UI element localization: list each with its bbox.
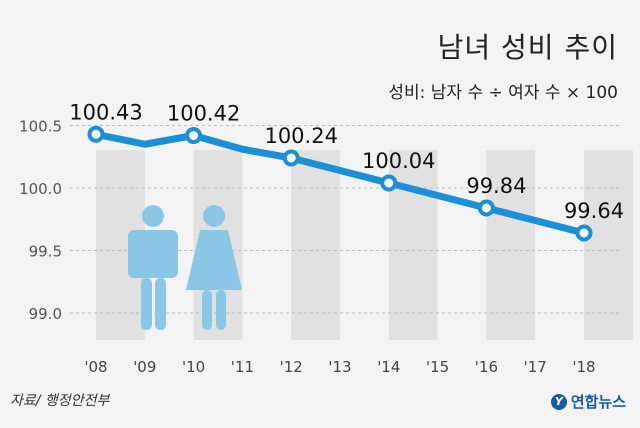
brand-logo-icon: Y (550, 393, 567, 410)
data-label: 99.64 (564, 199, 624, 223)
male-figure-icon (128, 205, 178, 330)
chart-title: 남녀 성비 추이 (437, 31, 618, 64)
data-point (87, 125, 105, 143)
data-point (477, 199, 495, 217)
female-figure-icon (186, 205, 242, 330)
x-tick-label: '08 (84, 358, 107, 376)
x-tick-label: '09 (133, 358, 156, 376)
data-label: 99.84 (466, 174, 526, 198)
data-label: 100.42 (167, 102, 240, 126)
x-tick-label: '10 (182, 358, 205, 376)
data-points (87, 125, 593, 242)
year-band-10 (584, 150, 633, 340)
brand-name: 연합뉴스 (570, 393, 626, 411)
x-tick-label: '18 (572, 358, 595, 376)
y-tick-label: 100.0 (19, 180, 62, 198)
x-tick-label: '11 (231, 358, 254, 376)
sex-ratio-series (92, 130, 588, 237)
year-band-4 (291, 150, 340, 340)
x-tick-label: '13 (328, 358, 351, 376)
x-axis-tick-labels: '08 '09 '10 '11 '12 '13 '14 '15 '16 '17 '18 (84, 358, 595, 376)
data-point (575, 224, 593, 242)
year-band-6 (388, 150, 438, 340)
data-label: 100.43 (69, 100, 142, 124)
x-tick-label: '16 (475, 358, 498, 376)
data-point (380, 174, 398, 192)
source-credit: 자료/ 행정안전부 (10, 393, 110, 409)
data-point (185, 127, 203, 144)
x-tick-label: '14 (377, 358, 400, 376)
data-point (282, 149, 300, 167)
y-axis-tick-labels: 100.5 100.0 99.5 99.0 (19, 118, 62, 324)
y-tick-label: 100.5 (19, 118, 62, 136)
data-label: 100.24 (264, 124, 337, 148)
year-band-8 (486, 150, 536, 340)
x-tick-label: '12 (280, 358, 303, 376)
x-tick-label: '17 (524, 358, 547, 376)
y-tick-label: 99.0 (29, 305, 62, 323)
data-labels: 100.43 100.42 100.24 100.04 99.84 99.64 (69, 100, 624, 223)
chart-subtitle: 성비: 남자 수 ÷ 여자 수 × 100 (388, 83, 618, 103)
data-label: 100.04 (362, 149, 435, 173)
male-female-illustration (128, 205, 242, 330)
brand-logo: Y 연합뉴스 (550, 391, 626, 412)
y-tick-label: 99.5 (29, 243, 62, 261)
x-tick-label: '15 (426, 358, 449, 376)
year-bands (96, 150, 633, 340)
series-line (92, 130, 588, 237)
